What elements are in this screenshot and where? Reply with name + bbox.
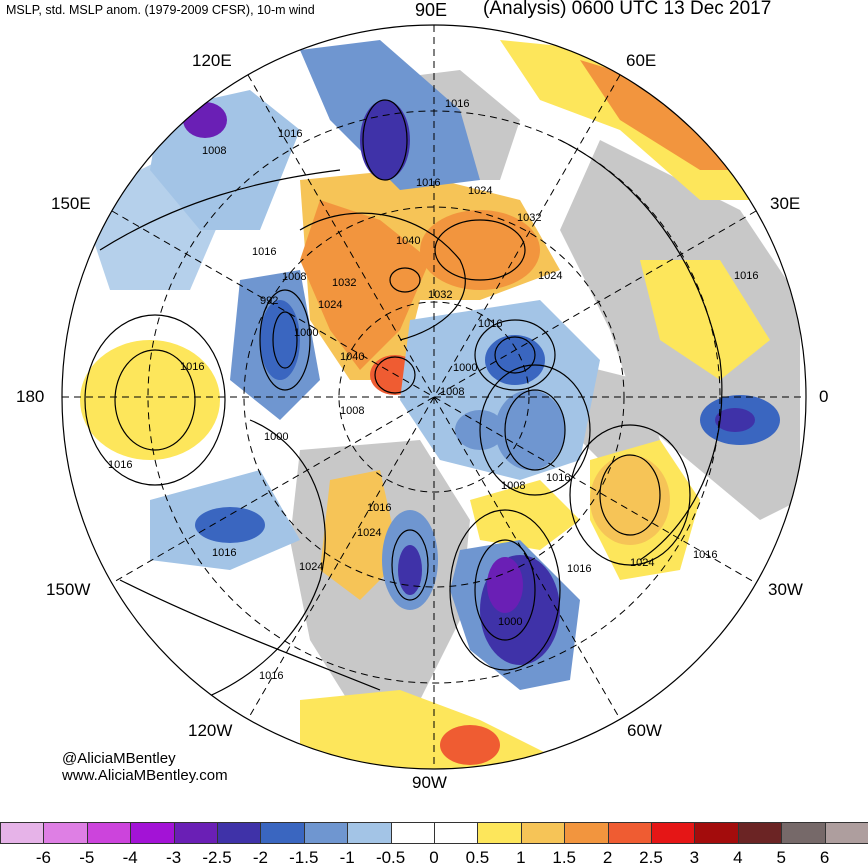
isobar-label: 1016 xyxy=(478,318,502,330)
colorbar-tick-label: -6 xyxy=(35,848,51,867)
colorbar-swatch xyxy=(694,822,739,844)
credit-handle: @AliciaMBentley xyxy=(62,750,176,767)
isobar-label: 1016 xyxy=(367,502,391,514)
colorbar-tick-label: 1 xyxy=(516,848,526,867)
isobar-label: 1032 xyxy=(428,289,452,301)
colorbar-swatch xyxy=(173,822,218,844)
colorbar-tick-label: 2.5 xyxy=(639,848,663,867)
isobar-label: 1016 xyxy=(693,549,717,561)
colorbar-swatch xyxy=(390,822,435,844)
isobar-label: 1032 xyxy=(332,277,356,289)
isobar-label: 1024 xyxy=(630,557,654,569)
colorbar-swatch xyxy=(607,822,652,844)
colorbar-tick-label: 2 xyxy=(602,848,613,867)
map-title-left: MSLP, std. MSLP anom. (1979-2009 CFSR), … xyxy=(6,3,315,17)
isobar-label: 1008 xyxy=(440,386,464,398)
isobar-label: 1040 xyxy=(340,351,364,363)
isobar-label: 1016 xyxy=(734,270,758,282)
isobar-label: 1016 xyxy=(212,547,236,559)
lon-label-90w: 90W xyxy=(412,773,447,792)
colorbar-swatch xyxy=(303,822,349,844)
colorbar-tick-label: 0 xyxy=(429,848,439,867)
anomaly-field xyxy=(62,25,806,769)
lon-label-120e: 120E xyxy=(192,51,232,70)
colorbar-tick-label: -4 xyxy=(122,848,138,867)
isobar-label: 1016 xyxy=(278,128,302,140)
lon-label-180: 180 xyxy=(16,387,45,406)
colorbar-tick-label: 3 xyxy=(689,848,700,867)
colorbar-tick-label: 5 xyxy=(776,848,786,867)
isobar-label: 1024 xyxy=(357,527,381,539)
lon-label-150e: 150E xyxy=(51,194,91,213)
isobar-label: 1008 xyxy=(202,145,226,157)
colorbar-swatch xyxy=(520,822,566,844)
lon-label-60e: 60E xyxy=(626,51,657,70)
isobar-label: 1016 xyxy=(416,177,440,189)
isobar-label: 1016 xyxy=(546,472,570,484)
colorbar-tick-label: -2.5 xyxy=(202,848,232,867)
lon-label-90e: 90E xyxy=(415,0,448,20)
isobar-label: 1024 xyxy=(468,185,492,197)
isobar-label: 1008 xyxy=(340,405,364,417)
lon-label-150w: 150W xyxy=(46,580,91,599)
map-title-right: (Analysis) 0600 UTC 13 Dec 2017 xyxy=(483,0,772,19)
colorbar-tick-label: -1.5 xyxy=(289,848,319,867)
colorbar-tick-label: -3 xyxy=(166,848,182,867)
isobar-label: 1016 xyxy=(445,98,469,110)
lon-label-120w: 120W xyxy=(188,721,233,740)
isobar-label: 1016 xyxy=(259,670,283,682)
isobar-label: 1040 xyxy=(396,235,420,247)
colorbar: -6 -5 -4 -3 -2.5 -2 -1.5 -1 -0.5 0 0.5 1 1.5 2 2.5 3 4 5 6 xyxy=(0,822,868,867)
isobar-label: 992 xyxy=(260,295,278,307)
isobar-label: 1016 xyxy=(252,246,276,258)
isobar-label: 1016 xyxy=(180,361,204,373)
isobar-label: 1016 xyxy=(108,459,132,471)
credit-website[interactable]: www.AliciaMBentley.com xyxy=(62,767,228,784)
isobar-label: 1024 xyxy=(318,299,342,311)
isobar-labels: 1016 1016 1008 1016 1024 1032 1040 1032 … xyxy=(108,98,758,682)
colorbar-tick-label: -2 xyxy=(252,848,268,867)
lon-label-0: 0 xyxy=(819,387,829,406)
colorbar-swatch xyxy=(43,822,88,844)
isobar-label: 1008 xyxy=(501,480,525,492)
colorbar-tick-label: -1 xyxy=(339,848,355,867)
colorbar-swatch xyxy=(651,822,696,844)
colorbar-tick-label: 4 xyxy=(733,848,743,867)
lon-label-30e: 30E xyxy=(770,194,801,213)
isobar-label: 1000 xyxy=(498,616,522,628)
colorbar-swatch xyxy=(564,822,609,844)
colorbar-swatch xyxy=(0,822,45,844)
colorbar-swatch xyxy=(477,822,522,844)
isobar-label: 1000 xyxy=(264,431,288,443)
colorbar-swatch xyxy=(737,822,783,844)
isobar-label: 1024 xyxy=(538,270,562,282)
isobar-label: 1000 xyxy=(453,362,477,374)
isobar-label: 1032 xyxy=(517,212,541,224)
colorbar-swatch xyxy=(130,822,175,844)
credit-block: @AliciaMBentley www.AliciaMBentley.com xyxy=(62,750,228,784)
colorbar-tick-label: 0.5 xyxy=(465,848,490,867)
colorbar-swatch xyxy=(260,822,305,844)
colorbar-tick-label: -5 xyxy=(79,848,95,867)
colorbar-swatch xyxy=(434,822,479,844)
colorbar-swatch xyxy=(781,822,826,844)
colorbar-swatch xyxy=(347,822,392,844)
polar-stereographic-map: 1016 1016 1008 1016 1024 1032 1040 1032 … xyxy=(61,24,807,770)
colorbar-tick-label: -0.5 xyxy=(375,848,406,867)
colorbar-swatch xyxy=(217,822,262,844)
colorbar-tick-label: 1.5 xyxy=(552,848,577,867)
isobar-label: 1016 xyxy=(567,563,591,575)
isobar-label: 1008 xyxy=(282,271,306,283)
lon-label-60w: 60W xyxy=(627,721,662,740)
lon-label-30w: 30W xyxy=(768,580,803,599)
isobar-label: 1000 xyxy=(294,327,318,339)
isobar-label: 1024 xyxy=(299,561,323,573)
colorbar-swatch xyxy=(824,822,868,844)
colorbar-tick-label: 6 xyxy=(819,848,830,867)
colorbar-swatch xyxy=(86,822,132,844)
